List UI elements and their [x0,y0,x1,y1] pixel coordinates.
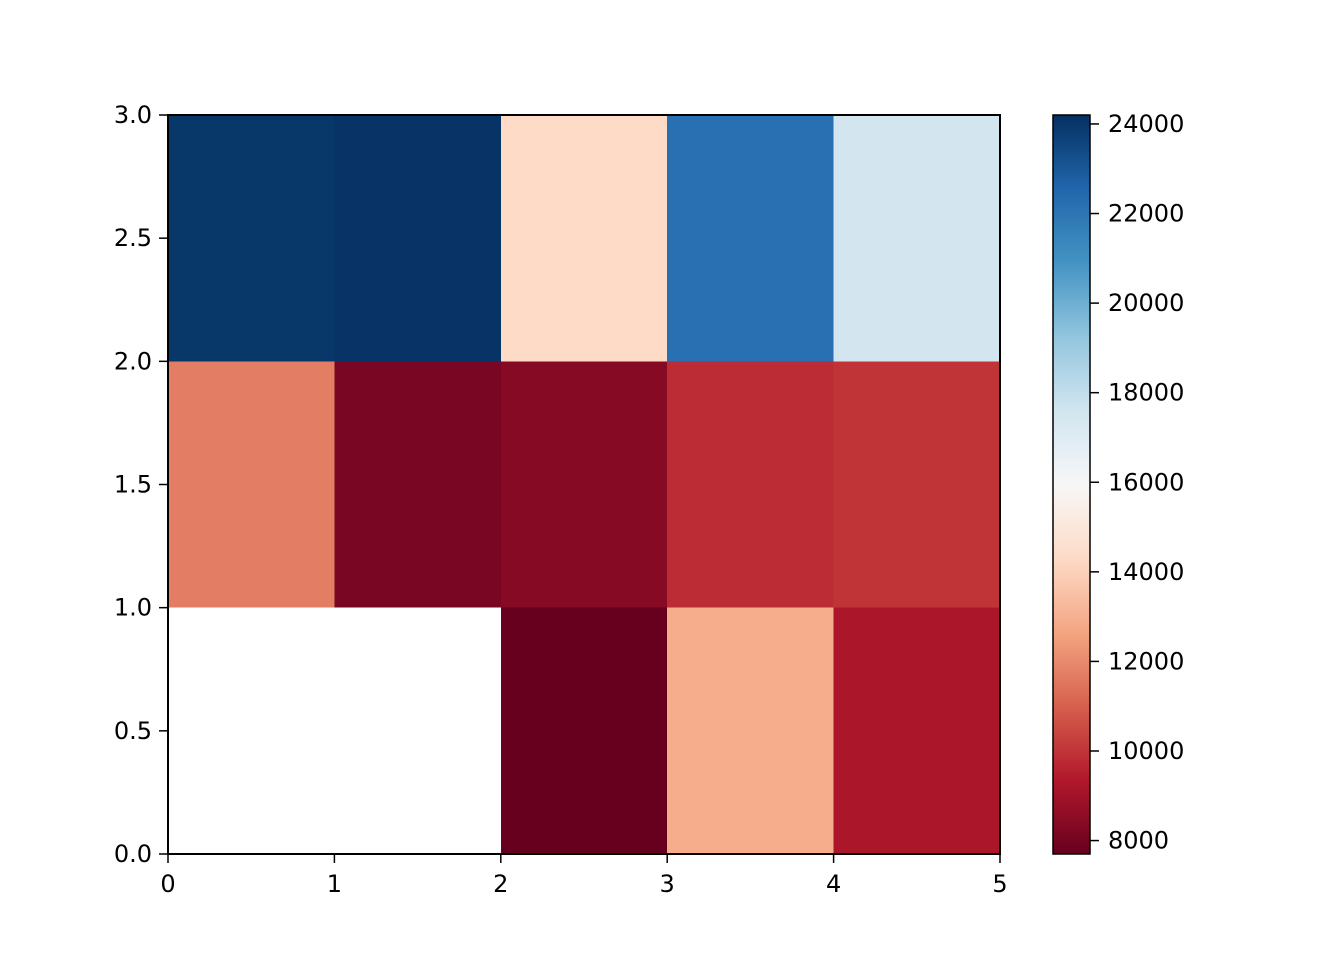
heatmap-cell [667,607,834,854]
heatmap-cell [833,361,1000,608]
colorbar-tick-label: 22000 [1108,200,1184,228]
y-tick-label: 3.0 [114,101,152,129]
y-axis: 0.0 0.5 1.0 1.5 2.0 2.5 3.0 [114,101,168,868]
y-tick-label: 2.5 [114,224,152,252]
heatmap-cell [168,361,335,608]
colorbar-tick-label: 24000 [1108,110,1184,138]
heatmap-cell [500,115,668,362]
heatmap-cell [667,361,834,608]
colorbar-tick-label: 16000 [1108,468,1184,496]
x-tick-label: 4 [826,870,841,898]
heatmap-cell [667,115,834,362]
colorbar-axis: 8000 10000 12000 14000 16000 18000 20000 22000 2… [1090,110,1184,855]
y-tick-label: 0.5 [114,717,152,745]
heatmap-cell [334,115,501,362]
x-tick-label: 3 [660,870,675,898]
y-tick-label: 1.5 [114,471,152,499]
colorbar [1052,114,1091,855]
heatmap-cell [500,607,668,854]
heatmap-cells [168,115,1000,854]
colorbar-tick-label: 14000 [1108,558,1184,586]
x-tick-label: 1 [327,870,342,898]
heatmap-cell [334,361,501,608]
heatmap-cell [500,361,668,608]
y-tick-label: 2.0 [114,347,152,375]
colorbar-tick-label: 10000 [1108,737,1184,765]
heatmap-cell [833,607,1000,854]
colorbar-tick-label: 18000 [1108,379,1184,407]
x-tick-label: 2 [493,870,508,898]
colorbar-tick-label: 8000 [1108,827,1169,855]
heatmap-cell [833,115,1000,362]
colorbar-tick-label: 20000 [1108,289,1184,317]
x-tick-label: 5 [992,870,1007,898]
colorbar-tick-label: 12000 [1108,647,1184,675]
x-axis: 0 1 2 3 4 5 [160,854,1008,898]
y-tick-label: 0.0 [114,840,152,868]
y-tick-label: 1.0 [114,594,152,622]
x-tick-label: 0 [160,870,175,898]
heatmap-cell [168,115,335,362]
